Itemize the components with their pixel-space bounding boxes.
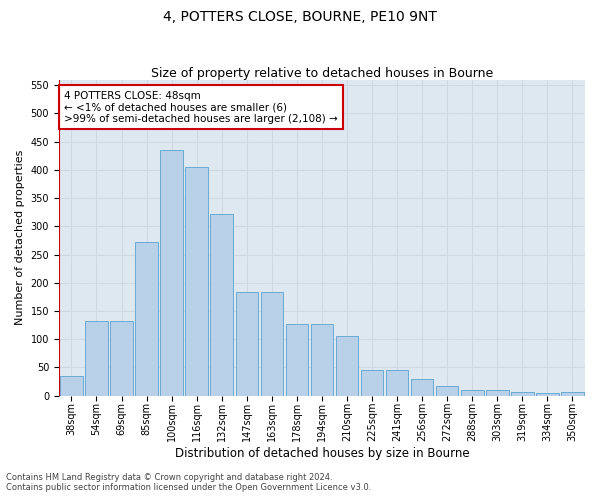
Bar bbox=[561, 392, 584, 396]
Text: 4 POTTERS CLOSE: 48sqm
← <1% of detached houses are smaller (6)
>99% of semi-det: 4 POTTERS CLOSE: 48sqm ← <1% of detached… bbox=[64, 90, 338, 124]
Title: Size of property relative to detached houses in Bourne: Size of property relative to detached ho… bbox=[151, 66, 493, 80]
Bar bbox=[436, 386, 458, 396]
Bar bbox=[211, 214, 233, 396]
X-axis label: Distribution of detached houses by size in Bourne: Distribution of detached houses by size … bbox=[175, 447, 469, 460]
Bar bbox=[236, 292, 258, 396]
Bar bbox=[110, 320, 133, 396]
Bar bbox=[85, 320, 108, 396]
Bar bbox=[260, 292, 283, 396]
Bar bbox=[486, 390, 509, 396]
Bar bbox=[336, 336, 358, 396]
Bar bbox=[286, 324, 308, 396]
Bar bbox=[511, 392, 533, 396]
Bar bbox=[536, 393, 559, 396]
Bar bbox=[361, 370, 383, 396]
Bar bbox=[461, 390, 484, 396]
Text: Contains HM Land Registry data © Crown copyright and database right 2024.
Contai: Contains HM Land Registry data © Crown c… bbox=[6, 473, 371, 492]
Bar bbox=[411, 379, 433, 396]
Bar bbox=[136, 242, 158, 396]
Y-axis label: Number of detached properties: Number of detached properties bbox=[15, 150, 25, 326]
Bar bbox=[311, 324, 333, 396]
Bar bbox=[386, 370, 409, 396]
Bar bbox=[60, 376, 83, 396]
Text: 4, POTTERS CLOSE, BOURNE, PE10 9NT: 4, POTTERS CLOSE, BOURNE, PE10 9NT bbox=[163, 10, 437, 24]
Bar bbox=[185, 167, 208, 396]
Bar bbox=[160, 150, 183, 396]
